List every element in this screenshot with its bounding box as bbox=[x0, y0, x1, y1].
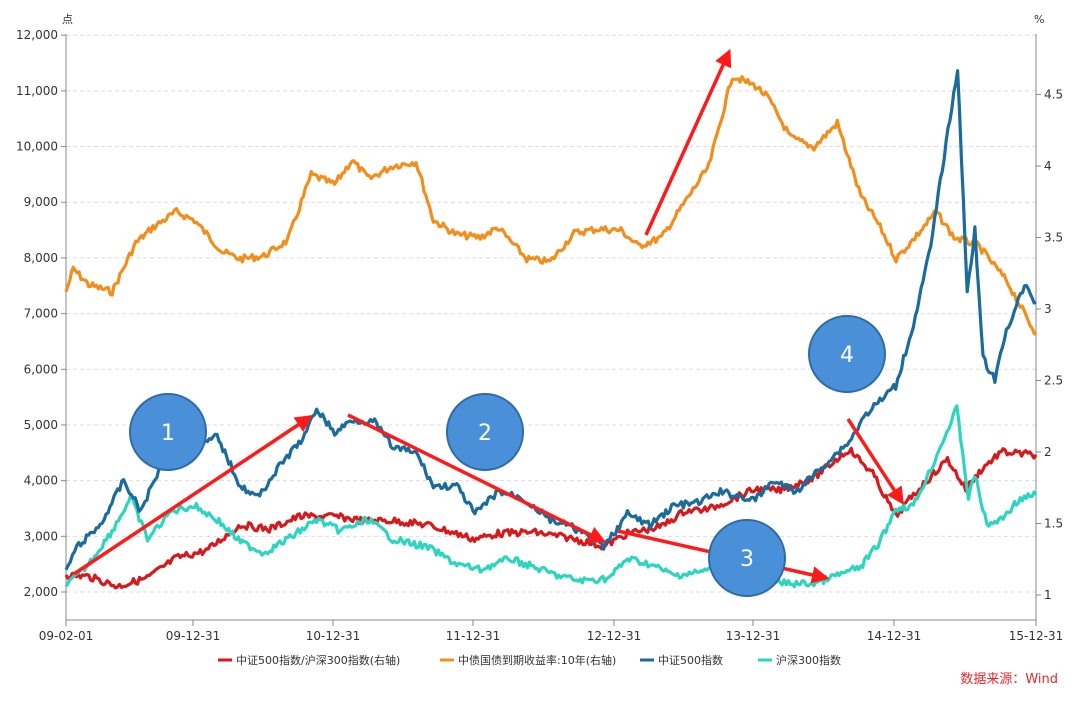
marker-circle bbox=[808, 315, 886, 393]
right-tick-label: 3.5 bbox=[1044, 231, 1063, 245]
source-note: 数据来源：Wind bbox=[960, 672, 1058, 687]
trend-arrow bbox=[73, 415, 313, 576]
left-axis-unit: 点 bbox=[62, 13, 73, 26]
x-tick-label: 15-12-31 bbox=[1009, 629, 1063, 643]
right-axis-unit: % bbox=[1034, 13, 1044, 26]
marker-label: 4 bbox=[840, 343, 854, 368]
right-tick-label: 1 bbox=[1044, 588, 1052, 602]
x-tick-label: 12-12-31 bbox=[587, 629, 641, 643]
marker-circle bbox=[446, 393, 524, 471]
left-tick-label: 6,000 bbox=[24, 362, 58, 376]
left-tick-label: 3,000 bbox=[24, 529, 58, 543]
legend-label: 中证500指数 bbox=[658, 653, 723, 667]
left-tick-label: 11,000 bbox=[16, 84, 58, 98]
left-tick-label: 5,000 bbox=[24, 418, 58, 432]
marker-label: 1 bbox=[161, 421, 175, 446]
right-tick-label: 4.5 bbox=[1044, 88, 1063, 102]
series-line bbox=[64, 75, 1038, 336]
marker-circle bbox=[129, 393, 207, 471]
x-tick-label: 11-12-31 bbox=[446, 629, 500, 643]
marker-circle bbox=[708, 519, 786, 597]
right-y-axis: 1 1.5 2 2.5 3 3.5 4 4.5 bbox=[1035, 34, 1063, 620]
legend-label: 中债国债到期收益率:10年(右轴) bbox=[458, 653, 616, 667]
x-tick-label: 13-12-31 bbox=[726, 629, 780, 643]
x-tick-label: 09-12-31 bbox=[166, 629, 220, 643]
x-tick-label: 14-12-31 bbox=[867, 629, 921, 643]
right-tick-label: 4 bbox=[1044, 159, 1052, 173]
trend-arrow bbox=[347, 413, 607, 543]
left-y-axis: 2,000 3,000 4,000 5,000 6,000 7,000 8,000 9,000… bbox=[16, 28, 67, 620]
series-line bbox=[64, 69, 1037, 571]
x-tick-label: 09-02-01 bbox=[39, 629, 93, 643]
series-lines bbox=[64, 69, 1038, 590]
right-tick-label: 3 bbox=[1044, 302, 1052, 316]
series-line bbox=[64, 404, 1038, 589]
left-tick-label: 7,000 bbox=[24, 307, 58, 321]
left-tick-label: 10,000 bbox=[16, 140, 58, 154]
left-tick-label: 9,000 bbox=[24, 195, 58, 209]
right-tick-label: 1.5 bbox=[1044, 517, 1063, 531]
left-tick-label: 8,000 bbox=[24, 251, 58, 265]
numbered-markers: 1 2 3 4 bbox=[129, 315, 886, 597]
x-axis: 09-02-01 09-12-31 10-12-31 11-12-31 12-12-31… bbox=[39, 619, 1063, 643]
right-tick-label: 2 bbox=[1044, 445, 1052, 459]
x-tick-label: 10-12-31 bbox=[306, 629, 360, 643]
trend-arrow bbox=[644, 48, 732, 236]
marker-label: 2 bbox=[478, 421, 492, 446]
marker-label: 3 bbox=[740, 547, 754, 572]
left-tick-label: 12,000 bbox=[16, 28, 58, 42]
right-tick-label: 2.5 bbox=[1044, 374, 1063, 388]
legend: 中证500指数/沪深300指数(右轴) 中债国债到期收益率:10年(右轴) 中证50… bbox=[218, 653, 841, 667]
legend-label: 沪深300指数 bbox=[776, 653, 841, 667]
left-tick-label: 4,000 bbox=[24, 474, 58, 488]
left-tick-label: 2,000 bbox=[24, 585, 58, 599]
trend-arrow bbox=[846, 418, 904, 505]
legend-label: 中证500指数/沪深300指数(右轴) bbox=[236, 653, 400, 667]
